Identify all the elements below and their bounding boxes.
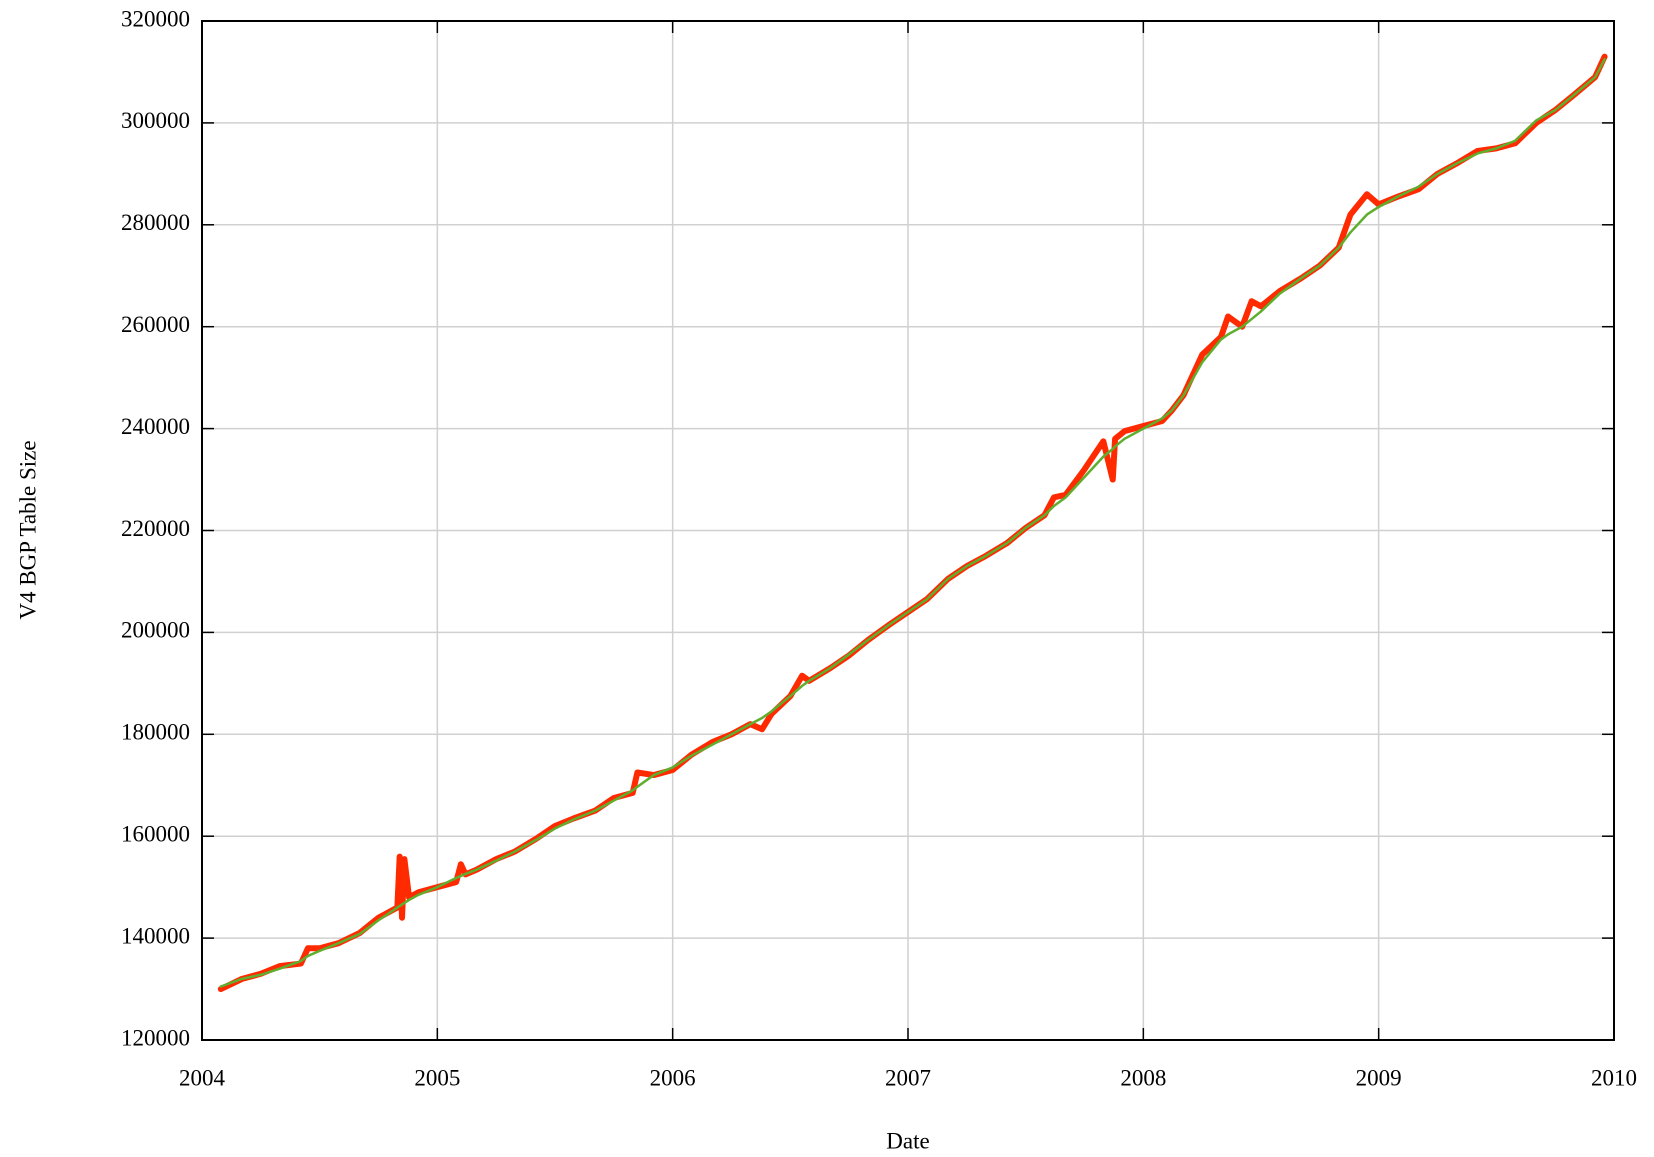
y-tick-label: 140000 (121, 923, 190, 948)
y-axis-label: V4 BGP Table Size (15, 440, 40, 619)
x-tick-label: 2004 (179, 1065, 226, 1090)
x-tick-label: 2007 (885, 1065, 931, 1090)
plot-frame (201, 20, 1615, 1041)
y-tick-label: 120000 (121, 1025, 190, 1050)
data-line (219, 57, 1606, 988)
y-tick-label: 260000 (121, 312, 190, 337)
x-tick-label: 2009 (1356, 1065, 1402, 1090)
y-tick-label: 200000 (121, 618, 190, 643)
y-tick-label: 280000 (121, 210, 190, 235)
y-tick-label: 320000 (121, 6, 190, 31)
x-axis-label: Date (886, 1128, 929, 1153)
y-tick-label: 160000 (121, 821, 190, 846)
x-tick-label: 2006 (650, 1065, 696, 1090)
y-tick-label: 180000 (121, 720, 190, 745)
y-tick-label: 300000 (121, 108, 190, 133)
y-tick-label: 240000 (121, 414, 190, 439)
x-tick-label: 2005 (414, 1065, 460, 1090)
y-tick-label: 220000 (121, 516, 190, 541)
x-tick-label: 2010 (1591, 1065, 1637, 1090)
x-tick-label: 2008 (1120, 1065, 1166, 1090)
